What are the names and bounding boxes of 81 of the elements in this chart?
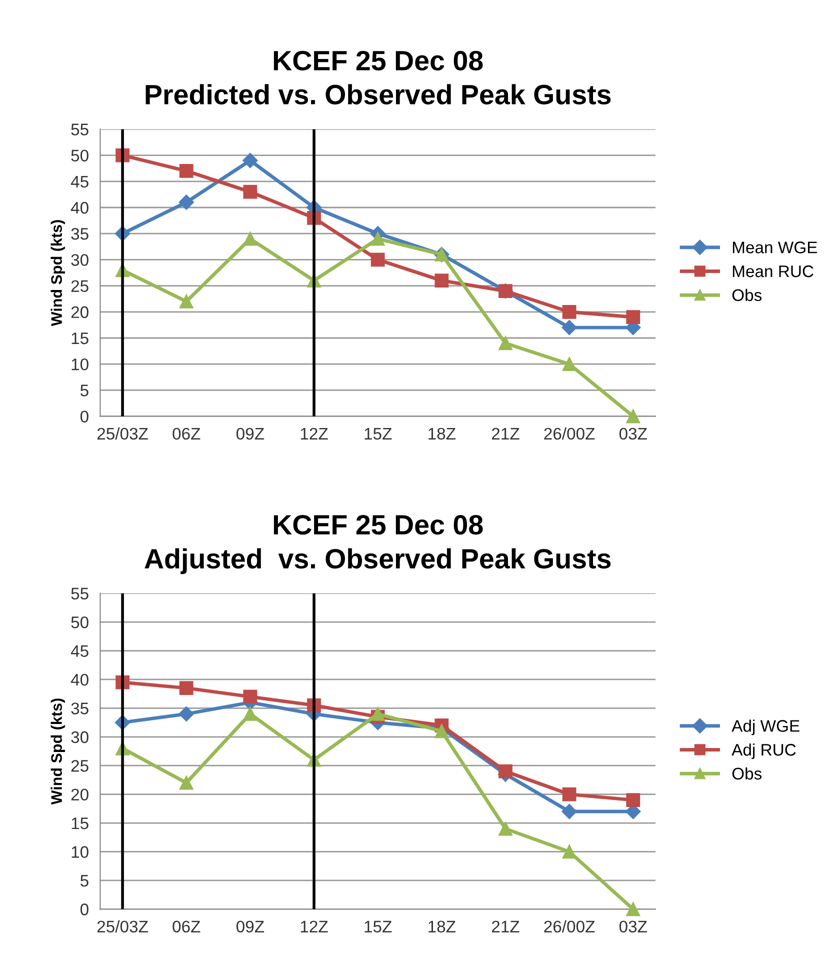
point: [626, 902, 640, 916]
point: [243, 706, 258, 721]
x-tick-label: 18Z: [428, 920, 456, 933]
point: [562, 787, 576, 802]
y-tick-label: 30: [71, 254, 88, 266]
legend-label: Mean WGE: [732, 242, 817, 254]
point: [562, 320, 577, 336]
legend-label: Adj RUC: [732, 743, 796, 760]
y-tick-label: 35: [71, 702, 88, 714]
x-tick-label: 06Z: [172, 920, 200, 933]
point: [498, 336, 512, 350]
x-tick-label: 26/00Z: [544, 920, 595, 933]
x-tick-label: 09Z: [236, 428, 264, 440]
point: [178, 194, 194, 210]
y-tick-label: 50: [71, 616, 88, 628]
x-tick-label: 26/00Z: [544, 427, 595, 440]
y-tick-label: 5: [80, 384, 88, 396]
legend-label: Obs: [732, 767, 762, 780]
x-tick-label: 15Z: [364, 428, 392, 440]
point: [179, 776, 194, 790]
y-tick-label: 45: [70, 176, 88, 188]
point: [626, 793, 640, 807]
y-tick-label: 15: [72, 332, 88, 344]
chart-title: KCEF 25 Dec 08 Predicted vs. Observed Peak Gusts: [146, 50, 611, 104]
y-tick-label: 20: [71, 306, 88, 318]
legend-label: Obs: [732, 288, 762, 302]
x-tick-label: 03Z: [619, 920, 647, 933]
point: [498, 764, 512, 778]
legend-label: Adj WGE: [732, 720, 800, 736]
point: [562, 357, 576, 372]
x-tick-label: 12Z: [300, 920, 328, 932]
point: [562, 304, 576, 319]
point: [243, 232, 258, 246]
point: [243, 184, 258, 199]
y-tick-label: 55: [71, 588, 88, 600]
point: [370, 706, 385, 721]
y-tick-label: 55: [71, 124, 88, 136]
y-tick-label: 25: [71, 760, 88, 772]
point: [179, 294, 194, 308]
y-tick-label: 0: [80, 410, 88, 422]
point: [242, 152, 258, 168]
point: [178, 706, 194, 722]
y-tick-label: 15: [72, 818, 88, 830]
y-axis-title: Wind Spd (kts): [50, 698, 65, 805]
x-tick-label: 06Z: [172, 428, 200, 440]
point: [179, 164, 194, 178]
x-tick-label: 09Z: [236, 920, 264, 933]
y-tick-label: 30: [71, 731, 88, 744]
point: [498, 822, 512, 836]
y-tick-label: 25: [71, 280, 88, 292]
x-tick-label: 12Z: [300, 428, 328, 440]
y-tick-label: 0: [80, 904, 88, 916]
y-tick-label: 10: [72, 846, 88, 858]
point: [370, 232, 385, 246]
y-tick-label: 40: [70, 674, 88, 686]
y-tick-label: 40: [70, 202, 88, 214]
point: [562, 844, 576, 859]
point: [243, 690, 258, 704]
x-tick-label: 03Z: [619, 428, 647, 440]
point: [179, 681, 194, 696]
point: [434, 724, 449, 738]
x-tick-label: 15Z: [364, 920, 392, 933]
point: [562, 804, 577, 820]
point: [370, 252, 385, 267]
x-tick-label: 18Z: [428, 428, 456, 440]
y-tick-label: 50: [71, 150, 88, 162]
chart-title: KCEF 25 Dec 08 Adjusted vs. Observed Peak Gusts: [144, 514, 611, 574]
y-tick-label: 45: [70, 645, 88, 657]
y-tick-label: 10: [72, 358, 88, 370]
y-tick-label: 35: [71, 228, 88, 240]
point: [434, 274, 449, 288]
x-tick-label: 25/03Z: [97, 427, 148, 440]
point: [626, 310, 640, 324]
legend-label: Mean RUC: [732, 265, 814, 278]
y-tick-label: 20: [71, 788, 88, 801]
y-axis-title: Wind Spd (kts): [50, 220, 65, 326]
x-tick-label: 21Z: [492, 428, 520, 440]
y-tick-label: 5: [80, 875, 88, 887]
x-tick-label: 25/03Z: [97, 920, 148, 933]
x-tick-label: 21Z: [492, 920, 520, 932]
point: [626, 409, 640, 424]
